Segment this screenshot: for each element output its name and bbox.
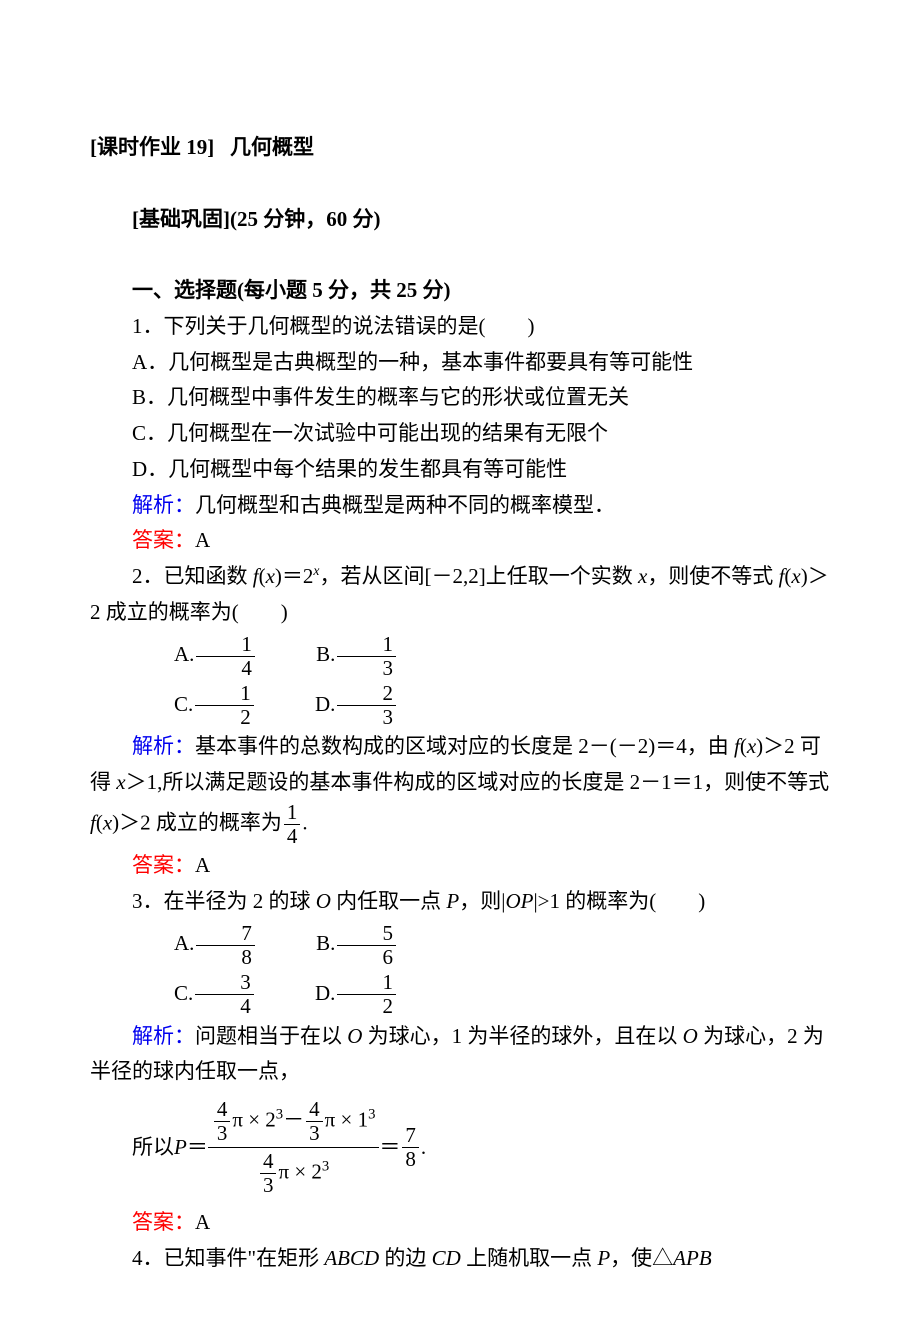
var-x: x xyxy=(266,564,275,588)
q2-answer: 答案：A xyxy=(90,848,830,884)
q1-answer: 答案：A xyxy=(90,523,830,559)
q3-answer: 答案：A xyxy=(90,1205,830,1241)
var-ABCD: ABCD xyxy=(324,1246,379,1270)
var-x4: x xyxy=(747,734,756,758)
q2-stem: 2．已知函数 f(x)＝2x，若从区间[－2,2]上任取一个实数 x，则使不等式… xyxy=(90,559,830,630)
title-main: 几何概型 xyxy=(230,135,314,159)
result-fraction: 78 xyxy=(402,1124,419,1171)
q1-opt-c: C．几何概型在一次试验中可能出现的结果有无限个 xyxy=(90,416,830,452)
q2-stem-a: 2．已知函数 xyxy=(132,564,253,588)
var-x6: x xyxy=(103,810,112,834)
q1-stem: 1．下列关于几何概型的说法错误的是( ) xyxy=(90,309,830,345)
q4-stem-c: 上随机取一点 xyxy=(461,1246,598,1270)
q3-stem-b: 内任取一点 xyxy=(331,889,447,913)
var-O: O xyxy=(316,889,331,913)
analysis-label: 解析： xyxy=(132,493,195,517)
q3-opt-a: A.78 xyxy=(132,920,257,969)
q2-opt-c: C.12 xyxy=(132,681,256,730)
analysis-label: 解析： xyxy=(132,734,195,758)
q3-opts-row2: C.34 D.12 xyxy=(90,969,830,1019)
title-prefix: [课时作业 19] xyxy=(90,135,214,159)
q2-analysis: 解析：基本事件的总数构成的区域对应的长度是 2－(－2)＝4，由 f(x)＞2 … xyxy=(90,729,830,848)
var-P3: P xyxy=(597,1246,610,1270)
q1-analysis: 解析：几何概型和古典概型是两种不同的概率模型． xyxy=(90,488,830,524)
q3-stem-c: ，则| xyxy=(459,889,505,913)
q2-opt-b: B.13 xyxy=(274,631,398,680)
big-fraction: 43π × 23－43π × 13 43π × 23 xyxy=(208,1096,380,1199)
q3-stem: 3．在半径为 2 的球 O 内任取一点 P，则|OP|>1 的概率为( ) xyxy=(90,884,830,920)
q3-answer-text: A xyxy=(195,1210,210,1234)
var-O2: O xyxy=(347,1024,362,1048)
section-header: [基础巩固](25 分钟，60 分) xyxy=(90,202,830,238)
period: . xyxy=(302,810,307,834)
q2-eq: ＝2 xyxy=(282,564,314,588)
q2-jiexi-b2: ＞1,所以满足题设的基本事件构成的区域对应的长度是 2－1＝1，则使不等式 xyxy=(126,770,830,794)
q3-jiexi-b: 为球心，1 为半径的球外，且在以 xyxy=(362,1024,682,1048)
part-header: 一、选择题(每小题 5 分，共 25 分) xyxy=(90,273,830,309)
q3-opt-b: B.56 xyxy=(274,920,398,969)
q2-stem-c: ，则使不等式 xyxy=(647,564,778,588)
q2-opt-d: D.23 xyxy=(273,681,398,730)
q3-analysis: 解析：问题相当于在以 O 为球心，1 为半径的球外，且在以 O 为球心，2 为半… xyxy=(90,1019,830,1090)
var-x3: x xyxy=(791,564,800,588)
q3-opt-c: C.34 xyxy=(132,970,256,1019)
q1-analysis-text: 几何概型和古典概型是两种不同的概率模型． xyxy=(195,493,615,517)
var-APB: APB xyxy=(673,1246,711,1270)
q3-stem-d: |>1 的概率为( ) xyxy=(533,889,705,913)
q2-answer-text: A xyxy=(195,853,210,877)
q4-stem-a: 4．已知事件"在矩形 xyxy=(132,1246,324,1270)
q3-opts-row1: A.78 B.56 xyxy=(90,919,830,969)
q3-stem-a: 3．在半径为 2 的球 xyxy=(132,889,316,913)
eq2: ＝ xyxy=(379,1130,400,1166)
answer-label: 答案： xyxy=(132,528,195,552)
q1-opt-a: A．几何概型是古典概型的一种，基本事件都要具有等可能性 xyxy=(90,345,830,381)
q1-opt-b: B．几何概型中事件发生的概率与它的形状或位置无关 xyxy=(90,380,830,416)
q3-opt-d: D.12 xyxy=(273,970,398,1019)
q1-opt-d: D．几何概型中每个结果的发生都具有等可能性 xyxy=(90,452,830,488)
eq-prefix: 所以 xyxy=(132,1130,174,1166)
var-P2: P xyxy=(174,1130,187,1166)
analysis-label: 解析： xyxy=(132,1024,195,1048)
q3-jiexi-a: 问题相当于在以 xyxy=(195,1024,347,1048)
var-x5: x xyxy=(116,770,125,794)
answer-label: 答案： xyxy=(132,853,195,877)
period: . xyxy=(421,1130,426,1166)
var-x2: x xyxy=(638,564,647,588)
q2-jiexi-c: ＞2 成立的概率为 xyxy=(119,810,282,834)
eqsign: ＝ xyxy=(187,1130,208,1166)
q4-stem: 4．已知事件"在矩形 ABCD 的边 CD 上随机取一点 P，使△APB xyxy=(90,1241,830,1277)
var-O3: O xyxy=(683,1024,698,1048)
q2-jiexi-a: 基本事件的总数构成的区域对应的长度是 2－(－2)＝4，由 xyxy=(195,734,729,758)
assignment-title: [课时作业 19] 几何概型 xyxy=(90,130,830,166)
q2-opt-a: A.14 xyxy=(132,631,257,680)
q2-opts-row2: C.12 D.23 xyxy=(90,680,830,730)
q4-stem-d: ，使△ xyxy=(610,1246,673,1270)
q2-stem-b: ，若从区间[－2,2]上任取一个实数 xyxy=(319,564,638,588)
q2-opts-row1: A.14 B.13 xyxy=(90,630,830,680)
q4-stem-b: 的边 xyxy=(379,1246,432,1270)
var-CD: CD xyxy=(432,1246,461,1270)
q3-equation: 所以 P ＝ 43π × 23－43π × 13 43π × 23 ＝ 78. xyxy=(90,1096,830,1199)
q1-answer-text: A xyxy=(195,528,210,552)
var-OP: OP xyxy=(505,889,533,913)
var-P: P xyxy=(446,889,459,913)
answer-label: 答案： xyxy=(132,1210,195,1234)
